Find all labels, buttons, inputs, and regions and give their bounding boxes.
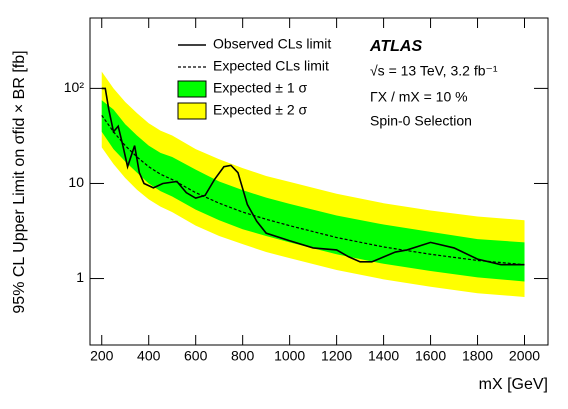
x-tick-label: 1200 bbox=[321, 348, 352, 364]
x-tick-label: 1800 bbox=[462, 348, 493, 364]
legend-swatch bbox=[177, 80, 207, 98]
energy-label: √s = 13 TeV, 3.2 fb⁻¹ bbox=[370, 63, 498, 79]
y-tick-label: 10² bbox=[64, 79, 85, 95]
legend-label: Expected ± 1 σ bbox=[213, 80, 308, 96]
x-tick-label: 2000 bbox=[509, 348, 540, 364]
legend-label: Expected ± 2 σ bbox=[213, 102, 308, 118]
plot-frame bbox=[89, 17, 549, 346]
x-tick-label: 1400 bbox=[368, 348, 399, 364]
x-tick-label: 1000 bbox=[274, 348, 305, 364]
legend-swatch bbox=[177, 102, 207, 120]
width-label: ΓX / mX = 10 % bbox=[370, 89, 468, 105]
x-tick-label: 200 bbox=[90, 348, 114, 364]
x-axis-label: mX [GeV] bbox=[479, 376, 548, 393]
x-tick-label: 800 bbox=[231, 348, 255, 364]
experiment-label: ATLAS bbox=[369, 38, 422, 55]
band bbox=[101, 100, 525, 282]
legend-label: Expected CLs limit bbox=[213, 58, 329, 74]
selection-label: Spin-0 Selection bbox=[370, 113, 472, 129]
x-tick-label: 600 bbox=[184, 348, 208, 364]
y-tick-label: 1 bbox=[76, 269, 84, 285]
x-tick-label: 400 bbox=[137, 348, 161, 364]
series-line bbox=[101, 115, 525, 266]
y-axis-label: 95% CL Upper Limit on σfid × BR [fb] bbox=[11, 50, 28, 313]
series-line bbox=[101, 87, 525, 266]
legend-label: Observed CLs limit bbox=[213, 36, 331, 52]
y-tick-label: 10 bbox=[68, 174, 84, 190]
x-tick-label: 1600 bbox=[415, 348, 446, 364]
